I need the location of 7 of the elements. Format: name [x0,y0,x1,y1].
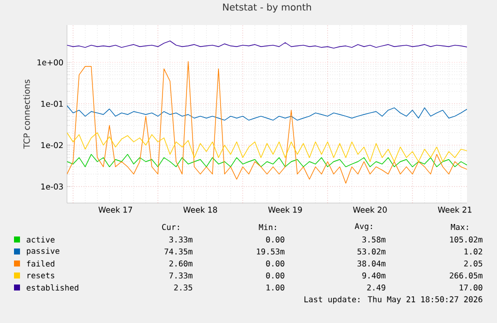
chart-title: Netstat - by month [223,3,311,12]
y-axis-title: TCP connections [23,80,30,149]
line-series [67,154,467,168]
line-series [67,40,467,49]
line-series [67,132,467,162]
line-series [67,105,467,121]
line-series [67,61,467,184]
